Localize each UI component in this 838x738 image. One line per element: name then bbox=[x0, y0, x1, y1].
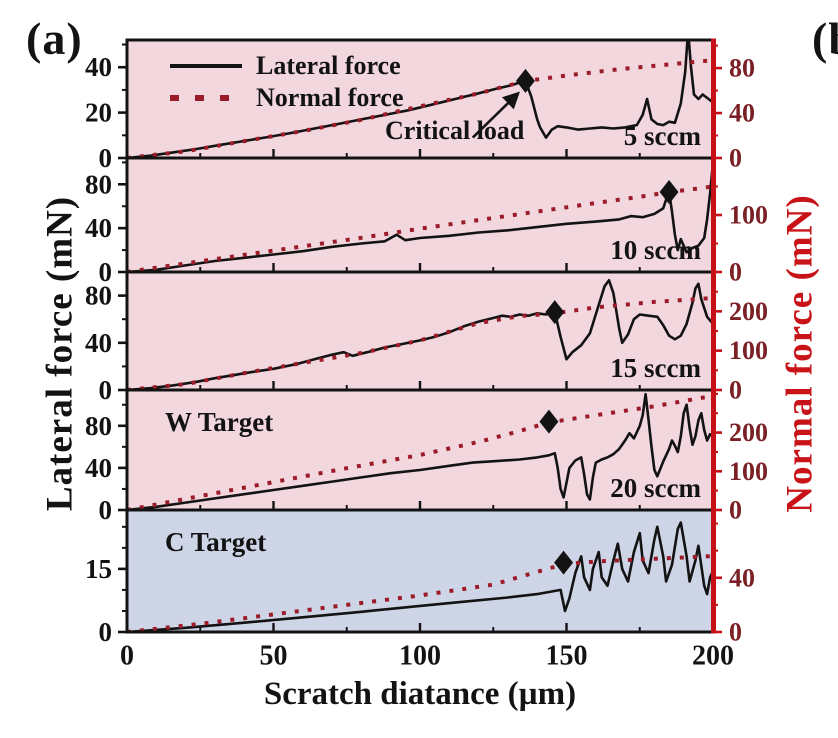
svg-text:0: 0 bbox=[99, 257, 113, 287]
critical-load-arrow bbox=[471, 91, 520, 139]
svg-text:80: 80 bbox=[729, 54, 755, 83]
svg-text:200: 200 bbox=[729, 418, 768, 447]
svg-text:0: 0 bbox=[120, 641, 134, 672]
critical-load-annotation: Critical load bbox=[385, 116, 525, 145]
y-axis-label-normal-force: Normal force (mN) bbox=[779, 194, 821, 513]
normal-force-line-swatch bbox=[170, 95, 242, 101]
svg-text:50: 50 bbox=[260, 641, 288, 672]
panel-background bbox=[127, 510, 713, 632]
svg-text:40: 40 bbox=[729, 99, 755, 128]
normal-force-line bbox=[128, 184, 712, 271]
flow-rate-label: 5 sccm bbox=[624, 121, 702, 151]
critical-load-marker bbox=[539, 409, 559, 434]
y-axis-label-lateral-force: Lateral force (mN) bbox=[39, 195, 81, 512]
critical-load-marker bbox=[545, 300, 565, 325]
lateral-force-line bbox=[128, 392, 712, 509]
svg-text:200: 200 bbox=[729, 297, 768, 326]
svg-text:0: 0 bbox=[99, 617, 113, 647]
flow-rate-label: 10 sccm bbox=[610, 235, 701, 265]
target-label: C Target bbox=[165, 527, 266, 557]
lateral-force-line bbox=[129, 521, 712, 631]
svg-text:80: 80 bbox=[85, 169, 112, 199]
svg-text:0: 0 bbox=[729, 618, 742, 647]
x-axis-title: Scratch diatance (µm) bbox=[263, 676, 577, 712]
critical-load-marker bbox=[515, 68, 535, 93]
svg-text:100: 100 bbox=[399, 641, 441, 672]
legend-label-normal-force: Normal force bbox=[256, 83, 404, 112]
svg-text:0: 0 bbox=[729, 496, 742, 525]
critical-load-marker bbox=[659, 179, 679, 204]
normal-force-line bbox=[128, 58, 712, 157]
panel-20-sccm: 0 40 80 0 100 200 20 sccm W Target bbox=[85, 388, 768, 525]
panel-c-target: 0 15 0 40 C Target bbox=[85, 508, 755, 647]
svg-text:20: 20 bbox=[85, 98, 112, 128]
critical-load-marker bbox=[554, 550, 574, 575]
flow-rate-label: 15 sccm bbox=[610, 353, 701, 383]
right-axis-spine bbox=[711, 38, 716, 634]
target-label: W Target bbox=[165, 407, 273, 437]
legend-label-lateral-force: Lateral force bbox=[256, 51, 401, 80]
svg-text:0: 0 bbox=[99, 375, 113, 405]
svg-text:200: 200 bbox=[692, 641, 734, 672]
lateral-force-line bbox=[129, 164, 712, 271]
panel-15-sccm: 0 40 80 0 100 200 15 sccm bbox=[85, 270, 768, 405]
legend-item-normal-force: Normal force bbox=[170, 82, 404, 114]
svg-text:15: 15 bbox=[85, 554, 112, 584]
legend-item-lateral-force: Lateral force bbox=[170, 50, 404, 82]
svg-text:80: 80 bbox=[85, 411, 112, 441]
svg-text:100: 100 bbox=[729, 336, 768, 365]
svg-text:0: 0 bbox=[729, 258, 742, 287]
normal-force-line bbox=[128, 296, 712, 389]
svg-text:40: 40 bbox=[729, 563, 755, 592]
svg-text:40: 40 bbox=[85, 52, 112, 82]
svg-text:80: 80 bbox=[85, 281, 112, 311]
panel-letter-b-partial: (b bbox=[812, 13, 838, 64]
panel-letter-a: (a) bbox=[26, 13, 83, 64]
svg-text:0: 0 bbox=[729, 376, 742, 405]
svg-text:0: 0 bbox=[99, 495, 113, 525]
flow-rate-label: 20 sccm bbox=[610, 473, 701, 503]
lateral-force-line-swatch bbox=[170, 64, 242, 68]
panel-background bbox=[127, 158, 713, 272]
svg-text:100: 100 bbox=[729, 457, 768, 486]
panel-10-sccm: 0 40 80 0 100 10 sccm bbox=[85, 156, 768, 287]
legend: Lateral force Normal force bbox=[170, 50, 404, 114]
svg-text:0: 0 bbox=[729, 144, 742, 173]
svg-text:100: 100 bbox=[729, 201, 768, 230]
svg-text:0: 0 bbox=[99, 143, 113, 173]
svg-text:40: 40 bbox=[85, 213, 112, 243]
svg-text:150: 150 bbox=[546, 641, 588, 672]
svg-text:40: 40 bbox=[85, 328, 112, 358]
svg-text:40: 40 bbox=[85, 453, 112, 483]
panel-background bbox=[127, 272, 713, 390]
panel-background bbox=[127, 390, 713, 510]
